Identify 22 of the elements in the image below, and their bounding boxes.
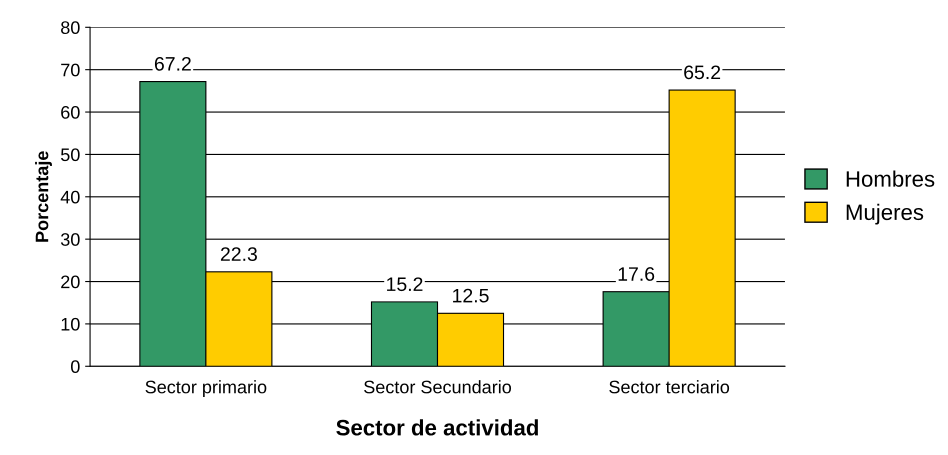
y-tick-label: 0 bbox=[71, 360, 80, 373]
x-tick-label: Sector Secundario bbox=[364, 380, 512, 394]
y-tick-label: 80 bbox=[61, 21, 80, 34]
data-label: 17.6 bbox=[618, 267, 654, 281]
y-axis-title: Porcentaje bbox=[35, 151, 52, 242]
x-tick-label: Sector terciario bbox=[609, 380, 730, 394]
y-tick-label: 50 bbox=[60, 148, 80, 162]
data-label: 67.2 bbox=[154, 56, 191, 71]
y-tick-label: 10 bbox=[62, 318, 80, 331]
y-tick-label: 30 bbox=[60, 233, 80, 246]
x-tick-label: Sector primario bbox=[145, 380, 266, 397]
y-tick-label: 70 bbox=[61, 64, 80, 76]
legend-label: Mujeres bbox=[846, 204, 924, 225]
y-tick-label: 40 bbox=[60, 190, 80, 204]
y-tick-label: 20 bbox=[61, 275, 80, 288]
data-label: 12.5 bbox=[453, 288, 489, 303]
data-label: 22.3 bbox=[220, 247, 257, 261]
x-axis-title: Sector de actividad bbox=[336, 419, 538, 436]
data-label: 65.2 bbox=[684, 65, 720, 80]
data-label: 15.2 bbox=[387, 277, 422, 292]
legend-label: Hombres bbox=[846, 170, 934, 187]
y-tick-label: 60 bbox=[61, 106, 80, 119]
